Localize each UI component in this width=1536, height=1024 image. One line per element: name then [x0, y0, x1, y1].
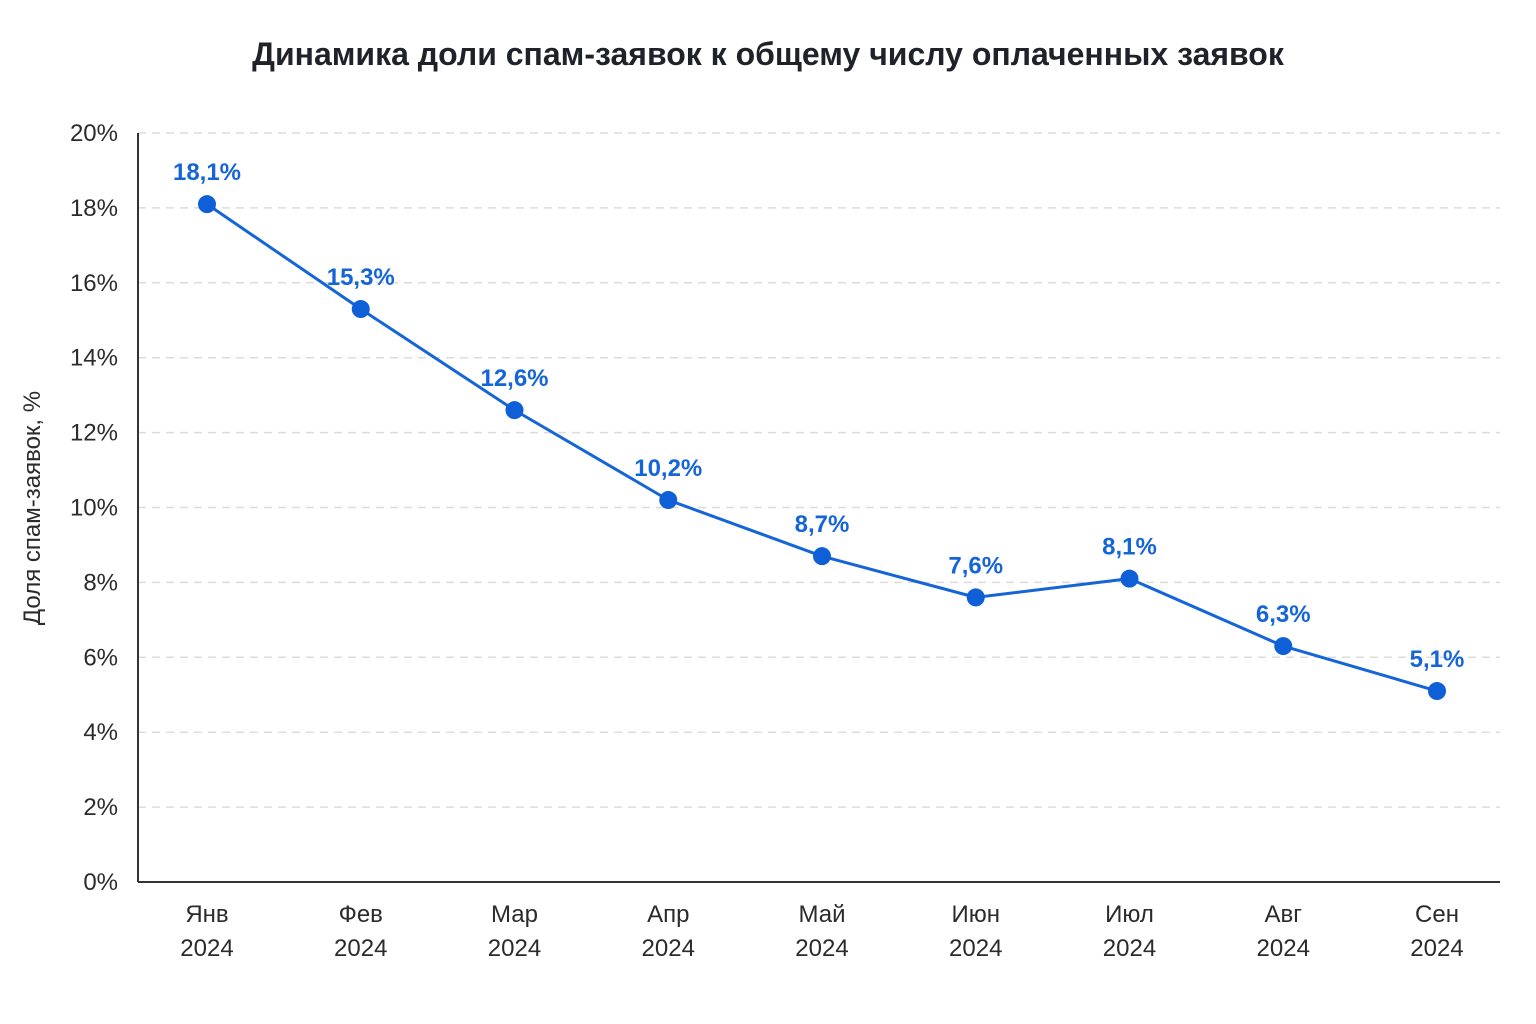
data-point — [1274, 637, 1293, 656]
data-label: 12,6% — [480, 365, 548, 392]
data-label: 18,1% — [173, 159, 241, 186]
data-label: 7,6% — [948, 552, 1003, 579]
x-tick-label-month: Авг — [1264, 901, 1302, 928]
x-tick-label-year: 2024 — [180, 935, 233, 962]
data-point — [505, 401, 524, 420]
x-tick-label-year: 2024 — [795, 935, 848, 962]
y-tick-label: 10% — [70, 495, 118, 522]
data-point — [1428, 682, 1446, 701]
x-tick-label-month: Янв — [185, 901, 228, 928]
x-tick-label-year: 2024 — [1103, 935, 1156, 962]
data-point — [813, 547, 831, 566]
y-tick-label: 18% — [70, 195, 118, 222]
x-tick-label-year: 2024 — [488, 935, 541, 962]
y-tick-label: 2% — [83, 794, 118, 821]
x-tick-label-month: Сен — [1415, 901, 1459, 928]
x-tick-label-month: Мар — [491, 901, 538, 928]
data-point — [198, 195, 216, 214]
data-label: 10,2% — [634, 455, 702, 482]
y-tick-label: 20% — [70, 120, 118, 147]
y-tick-label: 12% — [70, 420, 118, 447]
y-axis-ticks: 0% 2% 4% 6% 8% 10% 12% 14% 16% 18% 20% — [70, 120, 118, 896]
x-axis-ticks: Янв 2024 Фев 2024 Мар 2024 Апр 2024 Май 2024 Июн 20… — [180, 901, 1463, 962]
data-labels: 18,1% 15,3% 12,6% 10,2% 8,7% 7,6% 8,1% 6,3% 5,1% — [173, 159, 1464, 673]
data-point — [1120, 569, 1139, 588]
y-axis-label: Доля спам-заявок, % — [19, 391, 46, 625]
x-tick-label-year: 2024 — [1257, 935, 1310, 962]
x-tick-label-year: 2024 — [642, 935, 695, 962]
data-point — [659, 491, 678, 510]
y-tick-label: 0% — [83, 869, 118, 896]
data-label: 8,1% — [1102, 534, 1157, 561]
x-tick-label-year: 2024 — [949, 935, 1002, 962]
x-tick-label-year: 2024 — [334, 935, 387, 962]
y-tick-label: 14% — [70, 345, 118, 372]
x-tick-label-month: Апр — [647, 901, 689, 928]
data-label: 5,1% — [1410, 646, 1465, 673]
data-point — [351, 300, 370, 319]
y-tick-label: 8% — [83, 569, 118, 596]
data-point — [966, 588, 985, 607]
chart-title: Динамика доли спам-заявок к общему числу… — [252, 36, 1284, 72]
y-tick-label: 16% — [70, 270, 118, 297]
x-tick-label-month: Июн — [951, 901, 1000, 928]
data-label: 8,7% — [795, 511, 850, 538]
axes — [137, 133, 1500, 883]
data-label: 6,3% — [1256, 601, 1311, 628]
y-tick-label: 4% — [83, 719, 118, 746]
x-tick-label-year: 2024 — [1410, 935, 1463, 962]
grid-lines — [138, 132, 1500, 808]
data-points — [198, 195, 1446, 701]
x-tick-label-month: Фев — [339, 901, 383, 928]
x-tick-label-month: Май — [798, 901, 845, 928]
data-label: 15,3% — [327, 264, 395, 291]
x-tick-label-month: Июл — [1105, 901, 1154, 928]
y-tick-label: 6% — [83, 644, 118, 671]
